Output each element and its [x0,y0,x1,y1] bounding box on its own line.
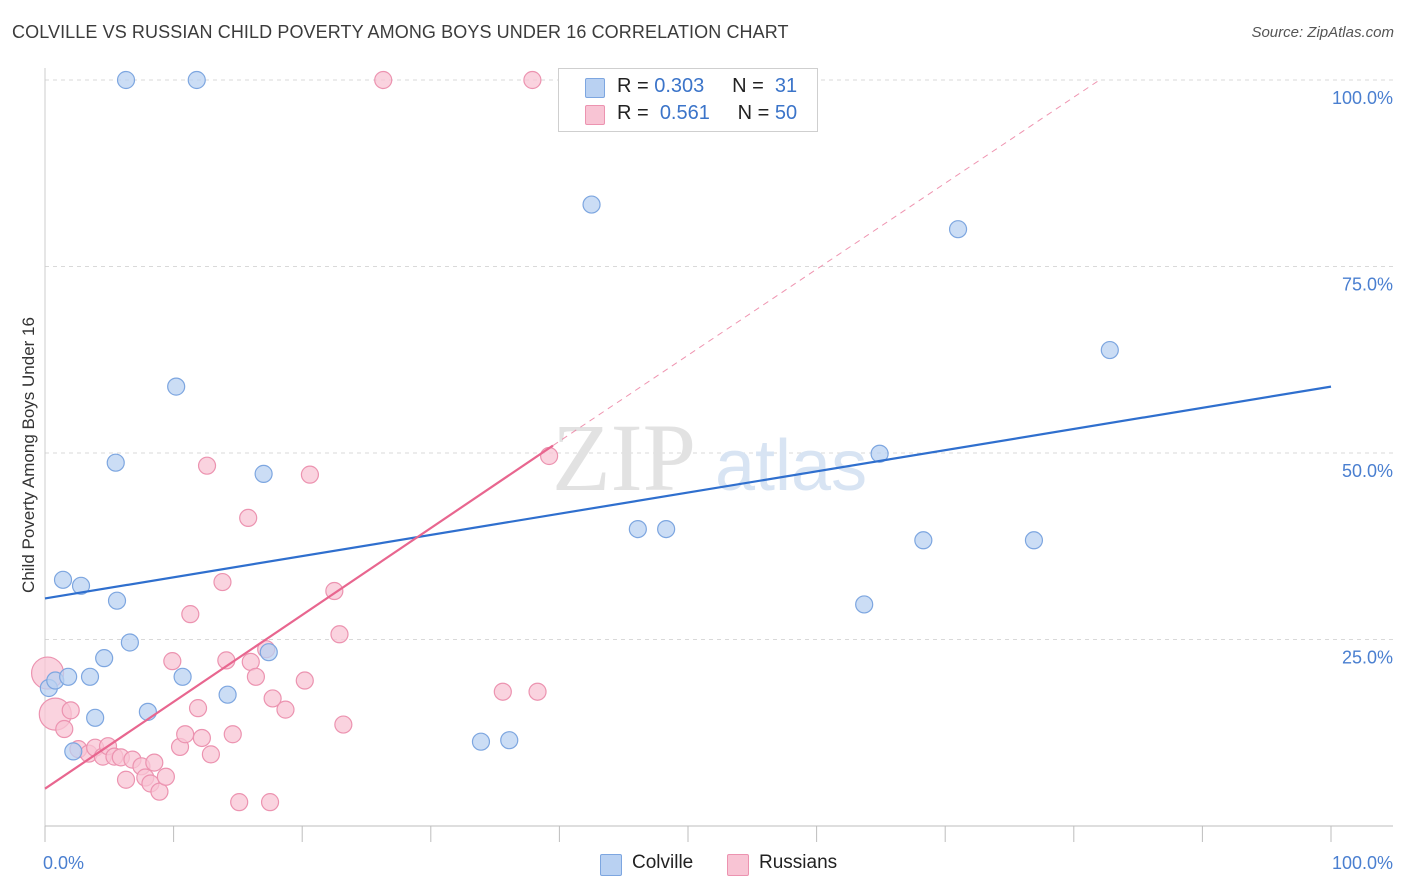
legend-r-label: R = [617,75,649,97]
russians-point [540,446,559,466]
colville-point [582,195,601,214]
x-tick-label: 100.0% [1332,853,1393,873]
y-axis-label: Child Poverty Among Boys Under 16 [19,317,38,593]
legend-r-label: R = [617,102,649,124]
y-tick-label: 100.0% [1332,88,1393,108]
x-tick-label: 0.0% [43,853,84,873]
legend-n-label: N = [737,102,770,124]
correlation-legend: R = 0.303 N = 31 R = 0.561 N = 50 [558,68,818,132]
tick-labels: 25.0% 50.0% 75.0% 100.0% 0.0% 100.0% [43,88,1393,873]
russians-point [156,767,175,786]
russians-point [213,572,232,592]
legend-r-value: 0.303 [654,75,705,97]
colville-point [914,531,933,550]
russians-point [330,625,349,644]
russians-point [528,682,547,701]
legend-n-value: 50 [774,102,798,124]
russians-point [230,793,249,812]
watermark-atlas: atlas [715,426,867,506]
colville-point [167,377,186,396]
axes [44,68,1393,842]
colville-points [39,70,1119,761]
russians-point [201,745,220,764]
legend-n-value: 31 [774,75,798,97]
colville-point [59,667,78,686]
colville-point [1024,531,1044,550]
russians-point [116,770,136,789]
colville-point [657,519,676,539]
colville-point [53,570,73,589]
russians-point [181,605,200,624]
legend-r-value: 0.561 [659,102,710,124]
russians-point [260,793,280,812]
colville-point [500,731,519,750]
russians-point [223,725,242,744]
colville-point [71,576,91,595]
source-label: Source: ZipAtlas.com [1251,24,1394,41]
trend-lines [44,79,1332,790]
colville-point [855,595,874,614]
russians-point [493,682,512,701]
watermark-zip: ZIP [552,404,696,511]
watermark: ZIP atlas [552,404,867,511]
colville-point [116,70,136,90]
bottom-legend-label-russians: Russians [759,852,838,873]
bottom-legend-label-colville: Colville [632,852,694,873]
colville-point [138,702,157,721]
russians-point [263,689,282,708]
colville-point [86,708,105,727]
colville-point [120,633,139,652]
y-tick-label: 50.0% [1342,461,1393,481]
russians-point [276,700,295,719]
legend-swatch-colville [585,78,605,98]
colville-point [628,519,647,539]
y-tick-label: 25.0% [1342,648,1393,668]
russians-points [30,70,559,812]
russians-point [334,715,353,734]
russians-point [300,465,320,484]
colville-point [80,667,100,686]
russians-point [197,456,217,475]
bottom-legend-swatch-russians [727,854,749,876]
bottom-legend-swatch-colville [600,854,622,876]
russians-point [523,70,542,90]
colville-point [173,667,192,686]
colville-point [259,643,278,662]
russians-point [239,508,258,528]
colville-point [948,220,968,239]
russians-point [61,701,80,720]
legend-n-label: N = [732,75,764,97]
legend-swatch-russians [585,105,605,125]
russians-point [246,667,266,686]
colville-point [254,464,273,483]
russians-point [188,699,208,718]
russians-point [163,652,182,671]
russians-point [145,753,164,772]
colville-point [471,732,491,751]
grid-lines [45,79,1393,640]
russians-point [192,728,211,748]
y-tick-label: 75.0% [1342,275,1393,295]
colville-point [64,742,83,761]
chart-title: COLVILLE VS RUSSIAN CHILD POVERTY AMONG … [12,22,789,42]
colville-point [870,444,889,463]
russians-trend-line [44,444,554,790]
russians-point [374,70,393,90]
russians-point [55,719,74,739]
colville-point [187,70,206,90]
russians-point [295,671,314,690]
colville-point [106,453,125,472]
colville-point [218,685,237,704]
colville-trend-line [44,385,1332,600]
colville-point [107,591,127,610]
russians-trend-extension [552,79,1100,446]
colville-point [95,649,114,668]
colville-point [1100,340,1119,360]
russians-point [176,725,195,744]
